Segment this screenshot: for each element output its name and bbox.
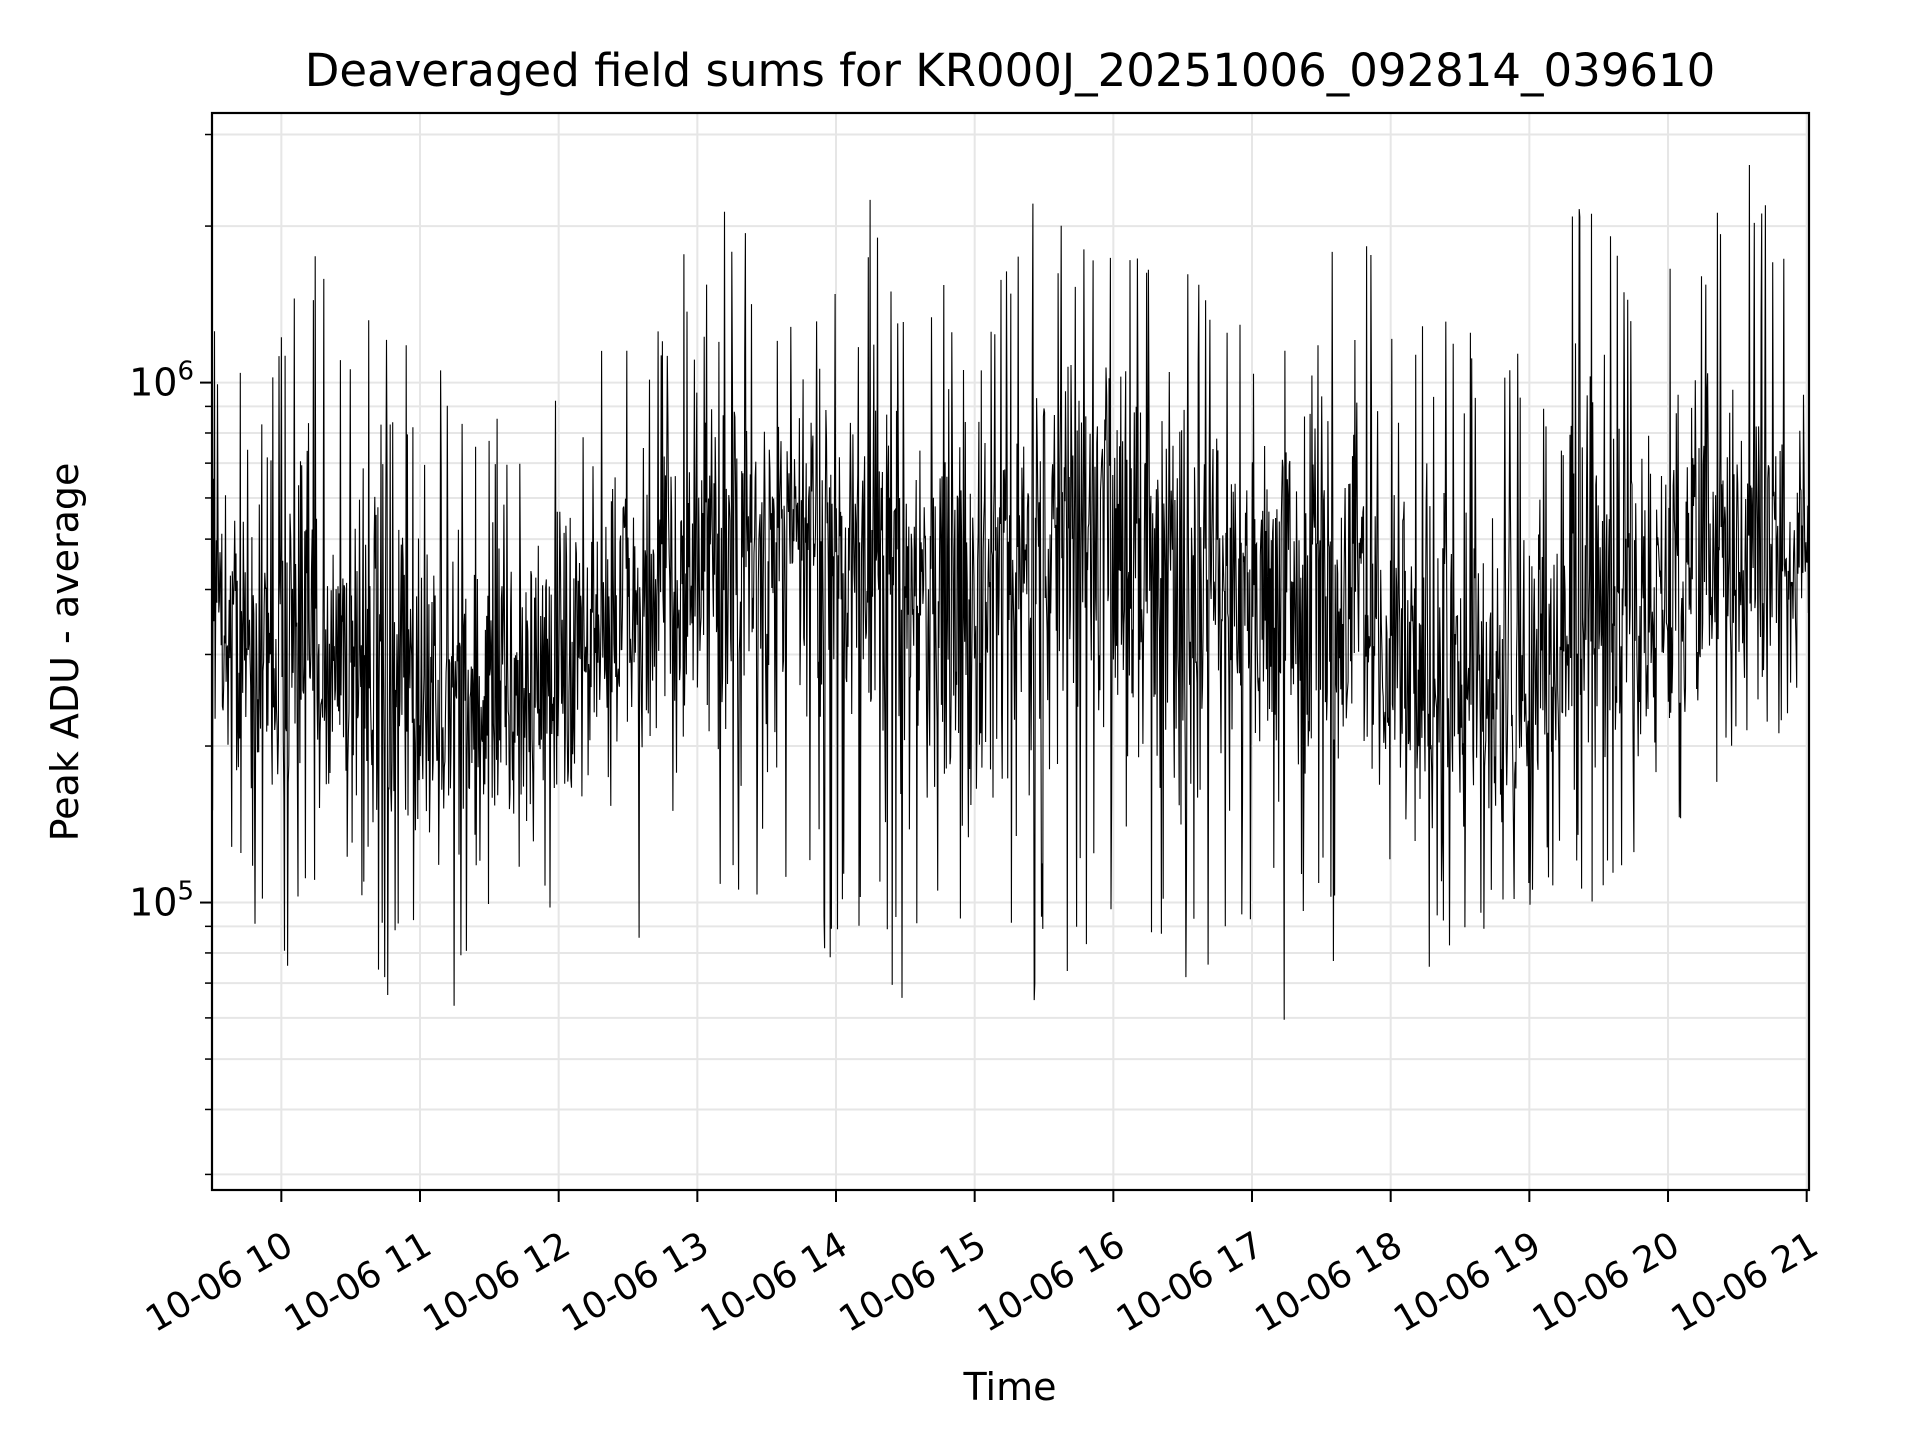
y-axis-ticks: 105 106 <box>129 133 212 1176</box>
y-tick-label: 105 <box>129 877 194 925</box>
chart-title: Deaveraged field sums for KR000J_2025100… <box>305 44 1716 97</box>
series-line <box>211 164 1810 1020</box>
y-tick-label: 106 <box>129 357 194 405</box>
x-axis-label: Time <box>963 1365 1057 1409</box>
data-series <box>211 164 1810 1020</box>
plot-frame <box>210 111 1811 1192</box>
y-axis-label: Peak ADU - average <box>43 463 87 842</box>
